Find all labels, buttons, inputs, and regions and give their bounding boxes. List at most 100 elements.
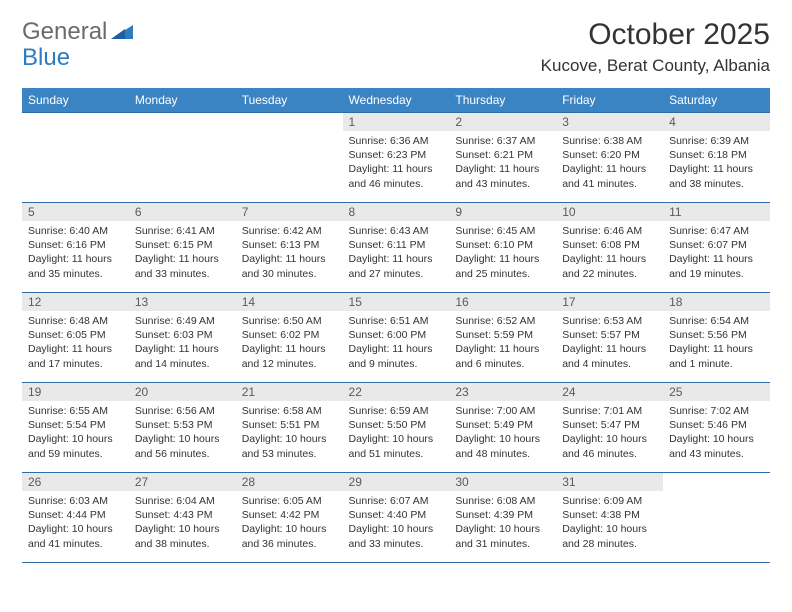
daylight-text: Daylight: 10 hours and 59 minutes.	[28, 432, 123, 460]
sunset-text: Sunset: 5:59 PM	[455, 328, 550, 342]
daylight-text: Daylight: 11 hours and 1 minute.	[669, 342, 764, 370]
sunrise-text: Sunrise: 6:48 AM	[28, 314, 123, 328]
day-number: 2	[449, 113, 556, 131]
sunrise-text: Sunrise: 6:45 AM	[455, 224, 550, 238]
daylight-text: Daylight: 10 hours and 56 minutes.	[135, 432, 230, 460]
sunset-text: Sunset: 5:54 PM	[28, 418, 123, 432]
day-details: Sunrise: 6:43 AMSunset: 6:11 PMDaylight:…	[343, 221, 450, 287]
day-details: Sunrise: 6:42 AMSunset: 6:13 PMDaylight:…	[236, 221, 343, 287]
calendar-day-cell: 30Sunrise: 6:08 AMSunset: 4:39 PMDayligh…	[449, 473, 556, 563]
sunrise-text: Sunrise: 6:05 AM	[242, 494, 337, 508]
calendar-day-cell: 14Sunrise: 6:50 AMSunset: 6:02 PMDayligh…	[236, 293, 343, 383]
calendar-day-cell: 6Sunrise: 6:41 AMSunset: 6:15 PMDaylight…	[129, 203, 236, 293]
daylight-text: Daylight: 10 hours and 38 minutes.	[135, 522, 230, 550]
daylight-text: Daylight: 10 hours and 36 minutes.	[242, 522, 337, 550]
day-details: Sunrise: 6:59 AMSunset: 5:50 PMDaylight:…	[343, 401, 450, 467]
sunset-text: Sunset: 5:56 PM	[669, 328, 764, 342]
daylight-text: Daylight: 11 hours and 33 minutes.	[135, 252, 230, 280]
day-number: 28	[236, 473, 343, 491]
logo: General	[22, 18, 135, 46]
sunrise-text: Sunrise: 6:47 AM	[669, 224, 764, 238]
calendar-week-row: 5Sunrise: 6:40 AMSunset: 6:16 PMDaylight…	[22, 203, 770, 293]
day-number: 10	[556, 203, 663, 221]
calendar-day-cell: 29Sunrise: 6:07 AMSunset: 4:40 PMDayligh…	[343, 473, 450, 563]
daylight-text: Daylight: 11 hours and 27 minutes.	[349, 252, 444, 280]
day-number: 11	[663, 203, 770, 221]
day-details: Sunrise: 6:53 AMSunset: 5:57 PMDaylight:…	[556, 311, 663, 377]
sunrise-text: Sunrise: 6:39 AM	[669, 134, 764, 148]
day-number: 13	[129, 293, 236, 311]
daylight-text: Daylight: 10 hours and 53 minutes.	[242, 432, 337, 460]
sunset-text: Sunset: 4:39 PM	[455, 508, 550, 522]
day-details: Sunrise: 6:38 AMSunset: 6:20 PMDaylight:…	[556, 131, 663, 197]
daylight-text: Daylight: 11 hours and 9 minutes.	[349, 342, 444, 370]
sunrise-text: Sunrise: 6:54 AM	[669, 314, 764, 328]
day-details: Sunrise: 6:51 AMSunset: 6:00 PMDaylight:…	[343, 311, 450, 377]
day-details: Sunrise: 6:05 AMSunset: 4:42 PMDaylight:…	[236, 491, 343, 557]
calendar-week-row: 12Sunrise: 6:48 AMSunset: 6:05 PMDayligh…	[22, 293, 770, 383]
daylight-text: Daylight: 10 hours and 31 minutes.	[455, 522, 550, 550]
day-details: Sunrise: 7:01 AMSunset: 5:47 PMDaylight:…	[556, 401, 663, 467]
day-number: 6	[129, 203, 236, 221]
calendar-day-cell	[129, 113, 236, 203]
calendar-day-cell: 28Sunrise: 6:05 AMSunset: 4:42 PMDayligh…	[236, 473, 343, 563]
sunrise-text: Sunrise: 6:56 AM	[135, 404, 230, 418]
calendar-day-cell: 13Sunrise: 6:49 AMSunset: 6:03 PMDayligh…	[129, 293, 236, 383]
sunset-text: Sunset: 6:21 PM	[455, 148, 550, 162]
calendar-day-cell: 16Sunrise: 6:52 AMSunset: 5:59 PMDayligh…	[449, 293, 556, 383]
sunrise-text: Sunrise: 6:59 AM	[349, 404, 444, 418]
calendar-day-cell: 11Sunrise: 6:47 AMSunset: 6:07 PMDayligh…	[663, 203, 770, 293]
daylight-text: Daylight: 10 hours and 28 minutes.	[562, 522, 657, 550]
calendar-day-cell: 25Sunrise: 7:02 AMSunset: 5:46 PMDayligh…	[663, 383, 770, 473]
sunset-text: Sunset: 5:50 PM	[349, 418, 444, 432]
daylight-text: Daylight: 11 hours and 43 minutes.	[455, 162, 550, 190]
daylight-text: Daylight: 10 hours and 41 minutes.	[28, 522, 123, 550]
day-details: Sunrise: 6:46 AMSunset: 6:08 PMDaylight:…	[556, 221, 663, 287]
sunrise-text: Sunrise: 7:02 AM	[669, 404, 764, 418]
day-details: Sunrise: 6:37 AMSunset: 6:21 PMDaylight:…	[449, 131, 556, 197]
daylight-text: Daylight: 10 hours and 48 minutes.	[455, 432, 550, 460]
daylight-text: Daylight: 11 hours and 14 minutes.	[135, 342, 230, 370]
day-number: 12	[22, 293, 129, 311]
sunrise-text: Sunrise: 6:52 AM	[455, 314, 550, 328]
daylight-text: Daylight: 11 hours and 35 minutes.	[28, 252, 123, 280]
calendar-day-cell: 10Sunrise: 6:46 AMSunset: 6:08 PMDayligh…	[556, 203, 663, 293]
day-details: Sunrise: 6:03 AMSunset: 4:44 PMDaylight:…	[22, 491, 129, 557]
sunset-text: Sunset: 5:46 PM	[669, 418, 764, 432]
calendar-day-cell: 7Sunrise: 6:42 AMSunset: 6:13 PMDaylight…	[236, 203, 343, 293]
day-number: 14	[236, 293, 343, 311]
day-number: 16	[449, 293, 556, 311]
calendar-header-row: Sunday Monday Tuesday Wednesday Thursday…	[22, 88, 770, 113]
logo-text-general: General	[22, 18, 107, 46]
calendar-body: 1Sunrise: 6:36 AMSunset: 6:23 PMDaylight…	[22, 113, 770, 563]
sunset-text: Sunset: 6:00 PM	[349, 328, 444, 342]
sunset-text: Sunset: 4:44 PM	[28, 508, 123, 522]
sunset-text: Sunset: 6:23 PM	[349, 148, 444, 162]
sunset-text: Sunset: 6:18 PM	[669, 148, 764, 162]
sunset-text: Sunset: 6:11 PM	[349, 238, 444, 252]
day-number: 21	[236, 383, 343, 401]
day-details: Sunrise: 6:39 AMSunset: 6:18 PMDaylight:…	[663, 131, 770, 197]
sunrise-text: Sunrise: 6:38 AM	[562, 134, 657, 148]
sunrise-text: Sunrise: 6:46 AM	[562, 224, 657, 238]
sunset-text: Sunset: 6:15 PM	[135, 238, 230, 252]
day-number: 20	[129, 383, 236, 401]
day-number: 24	[556, 383, 663, 401]
sunrise-text: Sunrise: 6:40 AM	[28, 224, 123, 238]
sunrise-text: Sunrise: 6:37 AM	[455, 134, 550, 148]
daylight-text: Daylight: 11 hours and 19 minutes.	[669, 252, 764, 280]
daylight-text: Daylight: 11 hours and 38 minutes.	[669, 162, 764, 190]
sunset-text: Sunset: 6:02 PM	[242, 328, 337, 342]
daylight-text: Daylight: 11 hours and 46 minutes.	[349, 162, 444, 190]
sunset-text: Sunset: 6:08 PM	[562, 238, 657, 252]
day-number: 18	[663, 293, 770, 311]
calendar-day-cell: 22Sunrise: 6:59 AMSunset: 5:50 PMDayligh…	[343, 383, 450, 473]
calendar-day-cell: 12Sunrise: 6:48 AMSunset: 6:05 PMDayligh…	[22, 293, 129, 383]
day-details: Sunrise: 6:50 AMSunset: 6:02 PMDaylight:…	[236, 311, 343, 377]
day-number: 5	[22, 203, 129, 221]
sunrise-text: Sunrise: 7:01 AM	[562, 404, 657, 418]
day-number: 17	[556, 293, 663, 311]
daylight-text: Daylight: 10 hours and 43 minutes.	[669, 432, 764, 460]
calendar-day-cell: 20Sunrise: 6:56 AMSunset: 5:53 PMDayligh…	[129, 383, 236, 473]
sunset-text: Sunset: 4:38 PM	[562, 508, 657, 522]
